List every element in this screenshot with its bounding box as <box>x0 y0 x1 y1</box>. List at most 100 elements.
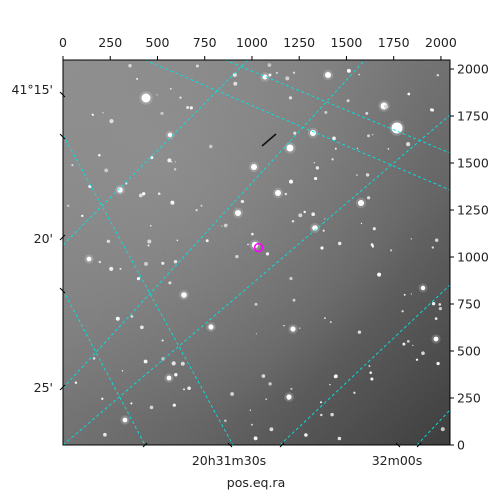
star <box>91 113 94 116</box>
star <box>401 310 404 313</box>
right-tick-label: 750 <box>457 297 481 312</box>
star <box>377 272 382 277</box>
star <box>325 72 331 78</box>
star <box>330 412 334 417</box>
star <box>369 371 372 374</box>
star <box>287 397 290 400</box>
bottom-ra-axis: 20h31m30s 32m00s pos.eq.ra <box>142 442 422 490</box>
top-pixel-axis: 0 250 500 750 1000 1250 1500 1750 2000 <box>59 35 457 60</box>
star <box>161 357 165 361</box>
top-tick-label: 500 <box>146 35 170 50</box>
star <box>104 168 109 173</box>
star <box>430 108 434 112</box>
star <box>440 427 445 432</box>
star <box>415 358 419 361</box>
star <box>189 106 193 110</box>
star <box>186 106 190 109</box>
dec-tick-mark <box>59 384 66 391</box>
star <box>235 255 239 259</box>
star <box>367 196 371 200</box>
star <box>98 260 102 264</box>
grid-line <box>279 284 450 445</box>
star <box>269 427 274 432</box>
star <box>161 261 165 265</box>
star <box>367 134 370 138</box>
image-plot-area[interactable] <box>62 59 451 446</box>
top-tick-label: 1500 <box>331 35 363 50</box>
star <box>167 158 172 163</box>
star <box>387 148 390 150</box>
star <box>86 256 92 262</box>
left-dec-axis: 41°15' 20' 25' <box>12 82 66 395</box>
star <box>247 243 249 246</box>
star <box>200 204 203 207</box>
star <box>255 333 258 335</box>
star <box>324 110 328 114</box>
star <box>298 213 303 218</box>
star <box>150 156 154 160</box>
star <box>67 204 70 207</box>
star <box>173 260 178 264</box>
star <box>181 292 187 298</box>
star <box>141 93 151 103</box>
star <box>143 359 148 364</box>
top-tick-label: 0 <box>59 35 67 50</box>
star <box>433 336 439 342</box>
right-tick-label: 1750 <box>457 109 489 124</box>
star <box>267 63 272 67</box>
star <box>436 361 440 366</box>
star <box>71 164 74 167</box>
star <box>358 73 360 76</box>
star <box>179 96 182 99</box>
star <box>356 147 359 150</box>
star <box>172 403 176 407</box>
star <box>81 214 84 218</box>
star <box>103 432 107 437</box>
star <box>390 249 393 252</box>
star <box>431 246 434 249</box>
star <box>166 375 172 381</box>
star <box>208 324 214 330</box>
star <box>346 99 350 103</box>
star <box>265 252 270 256</box>
star <box>180 361 185 366</box>
star <box>353 391 356 394</box>
star <box>299 327 301 329</box>
star <box>147 239 152 244</box>
dec-tick-mark <box>59 234 66 241</box>
star <box>337 241 342 246</box>
star <box>106 239 111 243</box>
star <box>128 63 132 68</box>
dec-tick-mark <box>59 91 66 98</box>
star <box>410 293 412 295</box>
star <box>434 317 438 320</box>
star <box>233 81 238 86</box>
star <box>117 187 123 193</box>
star <box>315 166 320 170</box>
star <box>161 339 164 342</box>
star <box>431 302 436 306</box>
star <box>391 122 403 134</box>
star <box>101 397 104 400</box>
star <box>284 192 288 196</box>
right-tick-label: 1250 <box>457 203 489 218</box>
star <box>384 104 389 109</box>
ra-tick-label: 20h31m30s <box>192 453 266 468</box>
star <box>121 369 124 372</box>
star <box>205 239 209 243</box>
star <box>136 77 139 80</box>
star <box>434 238 439 242</box>
star <box>261 374 266 378</box>
star <box>334 374 338 378</box>
star <box>358 200 364 206</box>
star <box>329 383 331 386</box>
star <box>406 340 410 343</box>
right-tick-label: 1000 <box>457 250 489 265</box>
star <box>290 387 293 390</box>
target-marker[interactable] <box>253 242 264 253</box>
ra-tick-mark <box>142 442 148 448</box>
star <box>289 179 293 184</box>
star <box>170 161 173 163</box>
star <box>288 96 293 100</box>
star <box>187 386 191 391</box>
